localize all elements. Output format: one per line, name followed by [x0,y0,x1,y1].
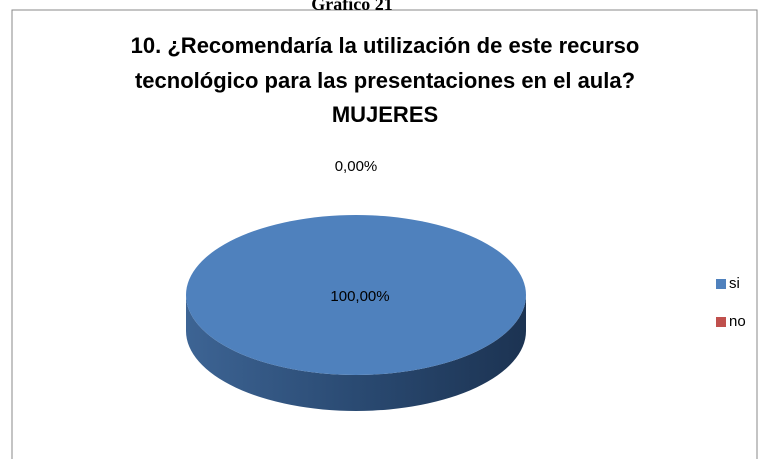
chart-title: tecnológico para las presentaciones en e… [135,68,635,93]
legend-label: si [729,275,740,292]
caption: Gráfico 21 [311,0,392,14]
legend-swatch [716,317,726,327]
pie-side [186,295,526,411]
chart-title: MUJERES [332,102,438,127]
legend-swatch [716,279,726,289]
chart-title: 10. ¿Recomendaría la utilización de este… [131,33,640,58]
legend-label: no [729,313,746,330]
data-label: 0,00% [335,158,378,175]
data-label: 100,00% [330,288,389,305]
pie-slice [186,215,526,375]
